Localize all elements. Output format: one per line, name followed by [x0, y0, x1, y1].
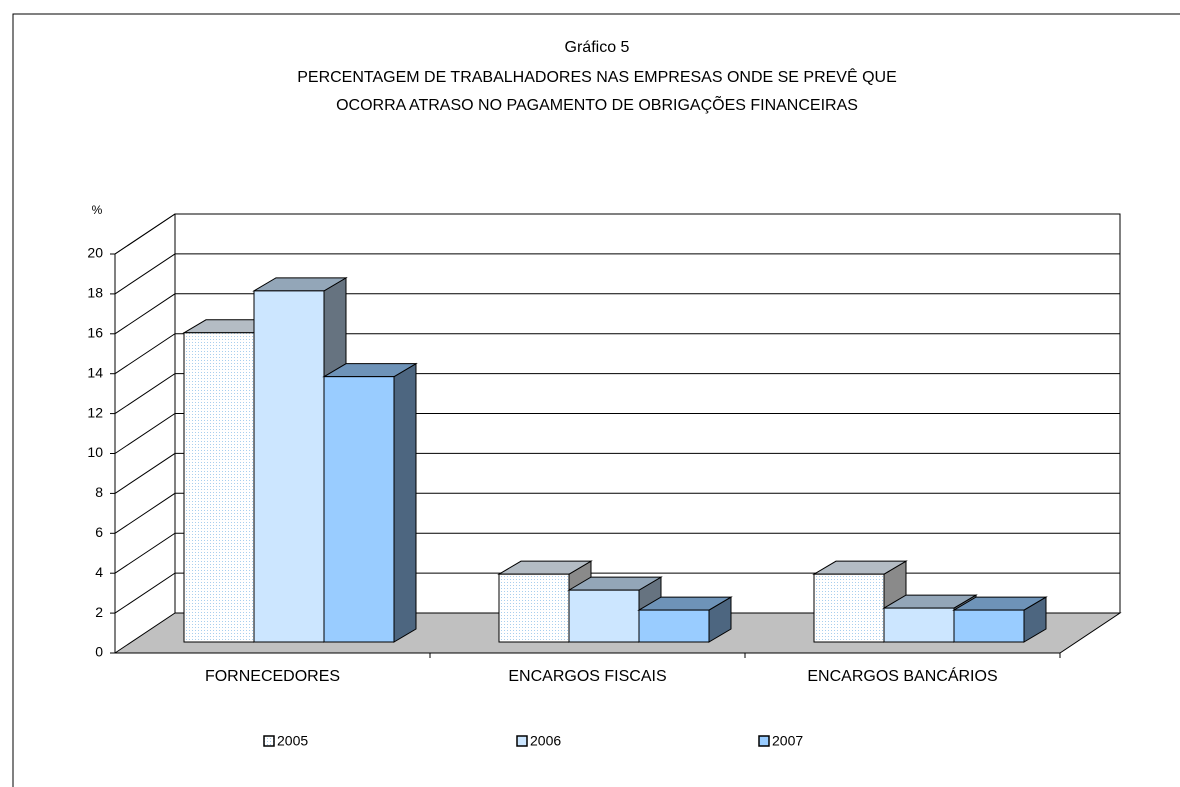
grid-line — [114, 253, 1120, 295]
y-tick-label: 10 — [87, 444, 103, 460]
legend-label: 2007 — [772, 733, 803, 749]
bar — [183, 332, 255, 643]
chart-title: Gráfico 5 — [565, 39, 630, 56]
chart-title: OCORRA ATRASO NO PAGAMENTO DE OBRIGAÇÕES… — [336, 94, 858, 114]
legend-label: 2005 — [277, 733, 308, 749]
y-tick-label: 8 — [95, 484, 103, 500]
bar-side — [393, 362, 417, 643]
grid-line — [114, 572, 1120, 614]
y-tick-label: 2 — [95, 604, 103, 620]
x-tick-label: ENCARGOS FISCAIS — [508, 668, 666, 685]
y-tick-label: 0 — [95, 644, 103, 660]
bar — [953, 609, 1025, 643]
chart-title: PERCENTAGEM DE TRABALHADORES NAS EMPRESA… — [297, 67, 897, 86]
grid-line — [114, 293, 1120, 335]
y-tick-label: 6 — [95, 524, 103, 540]
grid-line — [114, 333, 1120, 375]
y-tick-label: 16 — [87, 325, 103, 341]
bar — [813, 573, 885, 643]
bar — [253, 290, 325, 643]
bar — [498, 573, 570, 643]
bar — [638, 609, 710, 643]
grid-line — [114, 213, 1120, 255]
bar — [568, 589, 640, 643]
y-axis-label: % — [92, 203, 103, 217]
y-tick-label: 12 — [87, 404, 103, 420]
y-tick-label: 14 — [87, 364, 103, 380]
y-tick-label: 4 — [95, 564, 103, 580]
x-tick-label: FORNECEDORES — [205, 668, 340, 685]
grid-line — [114, 452, 1120, 494]
y-tick-label: 18 — [87, 285, 103, 301]
grid-line — [114, 492, 1120, 534]
grid-line — [114, 413, 1120, 454]
bar — [883, 607, 955, 643]
x-tick-label: ENCARGOS BANCÁRIOS — [807, 666, 997, 685]
bar — [323, 376, 395, 643]
legend-label: 2006 — [530, 733, 561, 749]
frame — [12, 13, 1180, 787]
legend-swatch — [263, 735, 275, 747]
grid-line — [114, 373, 1120, 415]
legend-swatch — [516, 735, 528, 747]
legend-swatch — [758, 735, 770, 747]
grid-line — [114, 532, 1120, 574]
y-tick-label: 20 — [87, 245, 103, 261]
